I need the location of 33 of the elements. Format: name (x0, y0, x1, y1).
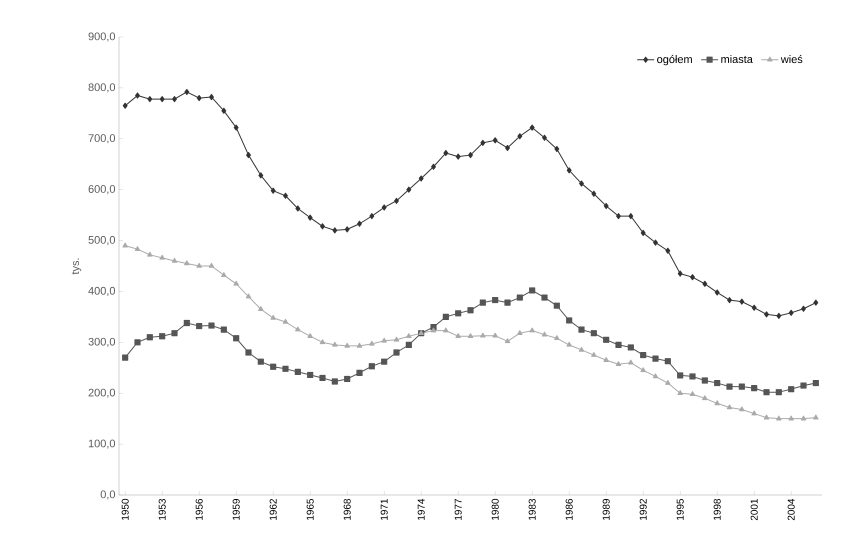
x-tick-label: 1977 (454, 499, 462, 520)
y-tick-label: 200,0 (88, 388, 116, 398)
legend-label: wieś (780, 54, 802, 64)
x-tick-label: 1953 (158, 498, 166, 520)
x-tick-label: 2001 (750, 499, 758, 520)
y-tick-label: 700,0 (88, 134, 116, 144)
x-tick-label: 1992 (640, 499, 647, 520)
y-tick-label: 800,0 (88, 83, 116, 92)
x-tick-label: 1962 (270, 499, 277, 520)
y-axis-title: tys. (72, 258, 82, 274)
x-tick-label: 1989 (602, 498, 610, 520)
x-tick-label: 1950 (122, 498, 129, 520)
legend-label: ogółem (657, 54, 692, 66)
legend-label: miasta (721, 54, 753, 64)
y-tick-label: 900,0 (88, 32, 116, 42)
x-tick-label: 1998 (714, 498, 721, 520)
x-tick-label: 1974 (418, 498, 425, 520)
x-tick-label: 1986 (566, 498, 573, 520)
x-tick-label: 1956 (196, 498, 203, 520)
x-tick-label: 1980 (492, 498, 499, 520)
x-tick-label: 2004 (788, 498, 795, 520)
x-tick-label: 1959 (232, 498, 240, 520)
y-tick-label: 300,0 (88, 338, 116, 347)
x-tick-label: 1983 (528, 498, 536, 520)
x-tick-label: 1965 (306, 498, 314, 520)
y-tick-label: 500,0 (88, 236, 116, 246)
x-tick-label: 1968 (344, 498, 351, 520)
y-tick-label: 400,0 (88, 286, 116, 296)
y-tick-label: 600,0 (88, 185, 116, 194)
x-tick-label: 1971 (380, 499, 388, 520)
y-tick-label: 0,0 (100, 490, 116, 500)
y-tick-label: 100,0 (88, 440, 116, 449)
x-tick-label: 1995 (676, 498, 684, 520)
